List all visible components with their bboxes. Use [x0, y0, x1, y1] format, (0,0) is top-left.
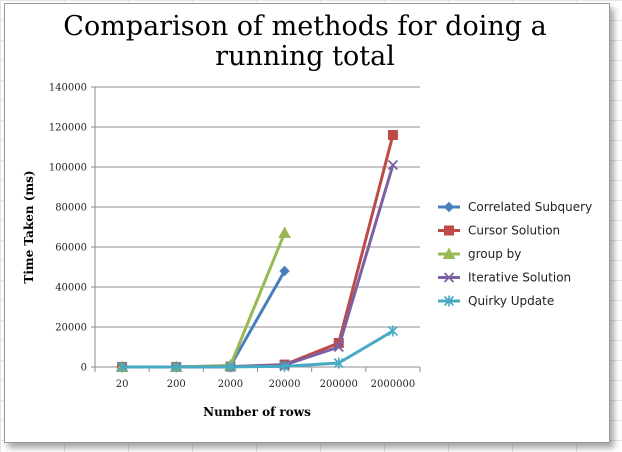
y-tick-labels: 0 20000 40000 60000 80000 100000 120000 140000: [49, 83, 87, 374]
data-point-iterative-solution: [387, 159, 399, 171]
chart-title-line-1: Comparison of methods for doing a: [63, 11, 546, 42]
legend-label: Quirky Update: [468, 294, 554, 308]
data-point-quirky-update: [333, 357, 344, 369]
x-tick-label: 2000000: [371, 379, 416, 390]
chart-title-line-2: running total: [215, 41, 395, 72]
series-group-by: [115, 226, 291, 372]
legend-label: Correlated Subquery: [468, 200, 592, 214]
series-line-correlated-subquery: [122, 270, 286, 369]
x-tick-label: 20000: [269, 379, 301, 390]
series-quirky-update: [117, 325, 398, 373]
legend-item-correlated-subquery: Correlated Subquery: [438, 200, 592, 214]
x-axis-label: Number of rows: [203, 405, 311, 419]
legend: Correlated Subquery Cursor Solution group …: [438, 200, 592, 308]
legend-swatch-marker: [443, 201, 455, 213]
y-tick-label: 140000: [49, 83, 87, 94]
y-tick-label: 60000: [55, 243, 87, 254]
legend-swatch-marker: [444, 225, 454, 236]
data-point-quirky-update: [171, 361, 182, 373]
x-marker-stroke: [443, 272, 455, 283]
legend-item-iterative-solution: Iterative Solution: [438, 271, 571, 285]
y-tick-label: 40000: [55, 283, 87, 294]
y-tick-label: 0: [81, 363, 87, 374]
legend-label: Cursor Solution: [468, 224, 560, 238]
x-tick-label: 200000: [320, 379, 358, 390]
x-tick-labels: 20 200 2000 20000 200000 2000000: [116, 379, 415, 390]
data-point-quirky-update: [387, 325, 398, 337]
legend-item-cursor-solution: Cursor Solution: [438, 224, 560, 238]
data-point-quirky-update: [279, 360, 290, 372]
legend-item-group-by: group by: [438, 247, 521, 261]
data-point-cursor-solution: [387, 130, 398, 140]
data-point-iterative-solution: [333, 341, 344, 353]
x-marker-stroke: [387, 159, 399, 171]
series-line-group-by: [122, 232, 286, 369]
y-tick-label: 120000: [49, 123, 87, 134]
axes: [91, 86, 421, 372]
legend-item-quirky-update: Quirky Update: [438, 294, 554, 308]
data-point-quirky-update: [117, 361, 128, 373]
series-line-quirky-update: [122, 329, 394, 369]
data-point-group-by: [278, 226, 291, 238]
y-gridlines: [95, 86, 420, 368]
y-tick-label: 100000: [49, 163, 87, 174]
x-tick-label: 2000: [218, 379, 243, 390]
x-tick-label: 200: [167, 379, 186, 390]
legend-label: group by: [468, 247, 521, 261]
legend-swatch-marker: [443, 295, 455, 307]
data-point-correlated-subquery: [279, 265, 290, 277]
series-line-cursor-solution: [122, 134, 395, 369]
series-line-iterative-solution: [122, 164, 395, 369]
x-tick-label: 20: [116, 379, 129, 390]
data-point-quirky-update: [225, 361, 236, 373]
y-tick-label: 20000: [55, 323, 87, 334]
series-lines: [115, 130, 399, 373]
chart-frame[interactable]: [4, 3, 610, 443]
series-iterative-solution: [116, 159, 399, 373]
x-marker-stroke: [333, 341, 344, 353]
y-tick-label: 80000: [55, 203, 87, 214]
legend-swatch-marker: [443, 272, 455, 283]
legend-label: Iterative Solution: [468, 271, 571, 285]
y-axis-label: Time Taken (ms): [22, 170, 36, 283]
legend-swatch-marker: [442, 247, 456, 259]
